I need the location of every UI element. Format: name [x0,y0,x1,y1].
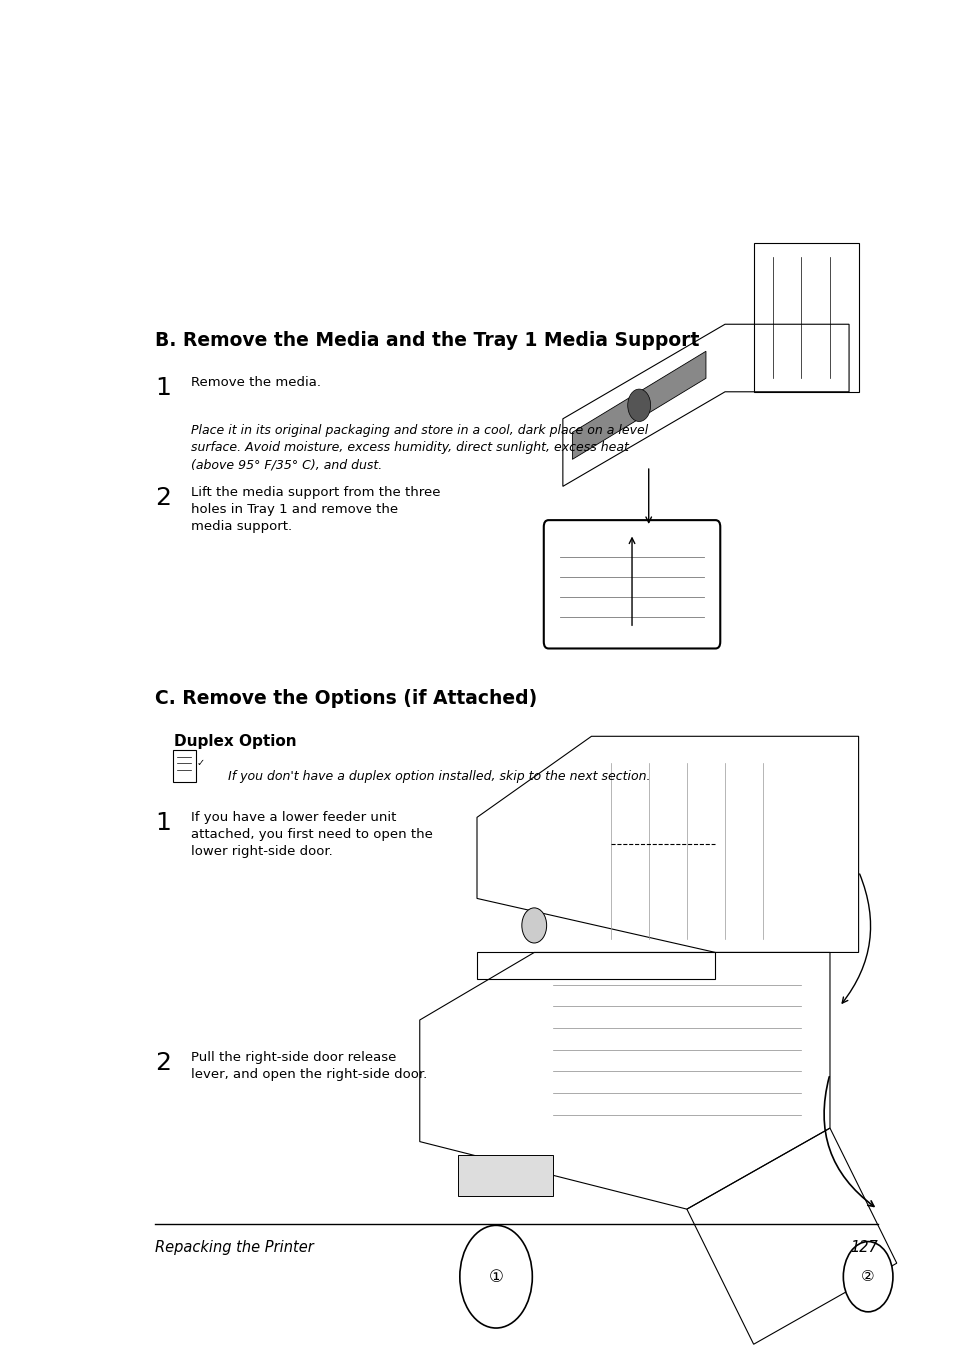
Text: Repacking the Printer: Repacking the Printer [154,1240,314,1255]
FancyBboxPatch shape [543,520,720,648]
Text: If you have a lower feeder unit
attached, you first need to open the
lower right: If you have a lower feeder unit attached… [191,811,433,858]
Text: ①: ① [488,1267,503,1286]
Text: ✓: ✓ [196,758,205,769]
Text: Duplex Option: Duplex Option [173,734,296,748]
FancyBboxPatch shape [172,750,195,782]
Polygon shape [572,351,705,459]
Text: Remove the media.: Remove the media. [191,376,321,389]
Circle shape [459,1225,532,1328]
Text: 1: 1 [154,376,171,400]
Text: 1: 1 [154,811,171,835]
Text: C. Remove the Options (if Attached): C. Remove the Options (if Attached) [154,689,537,708]
Text: B. Remove the Media and the Tray 1 Media Support: B. Remove the Media and the Tray 1 Media… [154,331,699,350]
Circle shape [521,908,546,943]
Text: Pull the right-side door release
lever, and open the right-side door.: Pull the right-side door release lever, … [191,1051,427,1081]
Text: If you don't have a duplex option installed, skip to the next section.: If you don't have a duplex option instal… [219,770,650,784]
Text: ②: ② [861,1269,874,1285]
Circle shape [842,1242,892,1312]
Text: 127: 127 [849,1240,877,1255]
Polygon shape [457,1155,553,1196]
Text: 2: 2 [154,1051,171,1075]
Text: Lift the media support from the three
holes in Tray 1 and remove the
media suppo: Lift the media support from the three ho… [191,486,440,534]
Text: 2: 2 [154,486,171,511]
Text: Place it in its original packaging and store in a cool, dark place on a level
su: Place it in its original packaging and s… [191,424,648,471]
Circle shape [627,389,650,422]
